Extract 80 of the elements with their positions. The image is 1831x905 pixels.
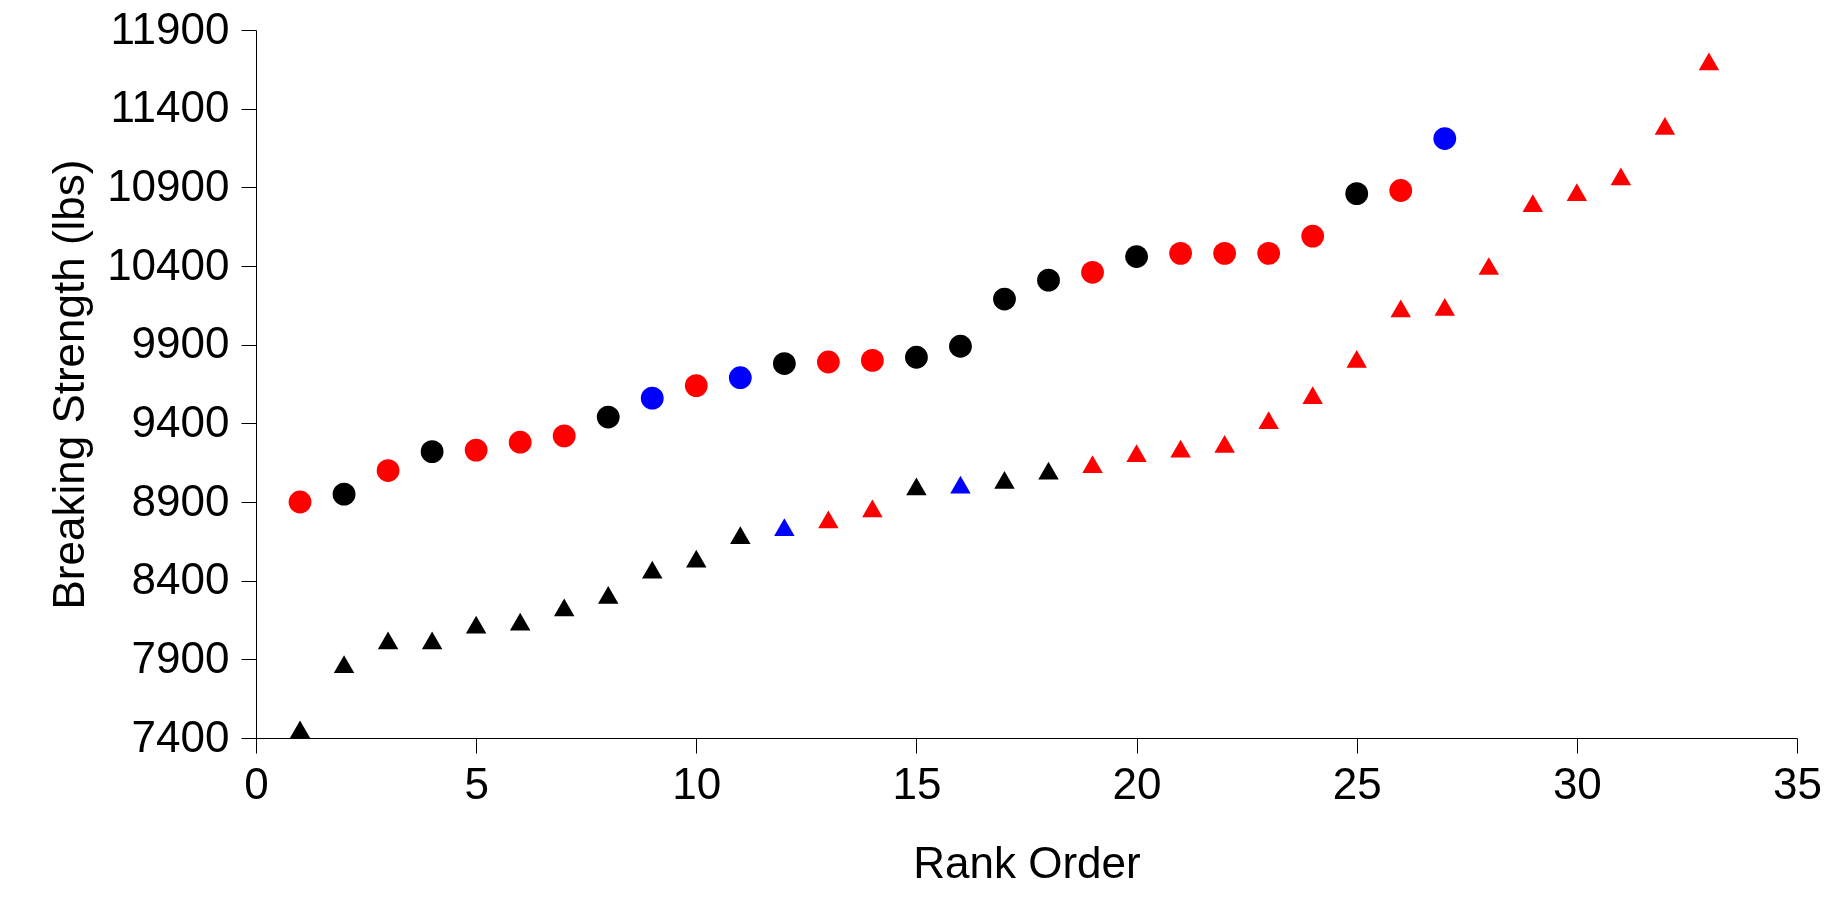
- point: [1081, 260, 1104, 284]
- y-tick-label: 11400: [110, 82, 230, 132]
- point: [861, 349, 884, 372]
- y-tick-label: 10900: [107, 160, 230, 210]
- point: [553, 598, 575, 617]
- point: [862, 499, 883, 518]
- point: [818, 510, 839, 529]
- x-tick-label: 5: [464, 758, 489, 808]
- point: [1170, 439, 1191, 458]
- point: [1390, 299, 1411, 318]
- point: [421, 631, 443, 650]
- point: [1433, 127, 1457, 150]
- point: [1037, 268, 1060, 292]
- point: [1346, 349, 1367, 368]
- x-tick-label: 0: [244, 758, 269, 808]
- point: [642, 560, 663, 579]
- point: [774, 518, 795, 537]
- point: [552, 424, 576, 448]
- y-tick-label: 11900: [110, 3, 230, 53]
- point: [730, 526, 751, 544]
- y-tick-label: 9400: [131, 396, 230, 446]
- point: [597, 585, 619, 604]
- point: [1654, 117, 1676, 135]
- point: [464, 438, 488, 462]
- y-tick-label: 7900: [131, 632, 230, 682]
- point: [1610, 167, 1632, 186]
- point: [333, 655, 355, 673]
- x-tick-label: 35: [1773, 758, 1822, 808]
- point: [684, 374, 708, 397]
- point: [1125, 245, 1148, 268]
- point: [1169, 242, 1192, 265]
- point: [596, 405, 620, 429]
- point: [994, 471, 1015, 489]
- point: [993, 287, 1016, 311]
- x-tick-label: 20: [1112, 758, 1162, 808]
- point: [508, 430, 532, 454]
- y-tick-label: 7400: [131, 711, 230, 761]
- point: [1389, 179, 1413, 202]
- point: [728, 366, 752, 390]
- point: [772, 352, 796, 375]
- x-tick-label: 30: [1552, 758, 1602, 808]
- point: [906, 477, 927, 496]
- x-tick-label: 25: [1332, 758, 1382, 808]
- point: [332, 482, 356, 506]
- point: [949, 334, 972, 358]
- point: [1478, 257, 1500, 275]
- point: [465, 615, 487, 634]
- point: [950, 475, 971, 494]
- point: [1566, 183, 1588, 201]
- point: [288, 490, 312, 514]
- point: [1434, 298, 1456, 316]
- point: [509, 612, 531, 631]
- point: [1345, 182, 1369, 206]
- point: [1698, 52, 1720, 71]
- y-tick-label: 9900: [131, 318, 230, 368]
- y-tick-label: 10400: [107, 239, 230, 289]
- point: [377, 631, 399, 650]
- point: [289, 720, 311, 739]
- point: [1301, 224, 1325, 248]
- point: [1302, 386, 1323, 404]
- x-tick-label: 15: [892, 758, 942, 808]
- x-tick-label: 10: [672, 758, 722, 808]
- point: [1258, 411, 1279, 430]
- point: [1126, 444, 1147, 463]
- point: [1522, 194, 1544, 212]
- y-tick-label: 8900: [131, 475, 230, 525]
- point: [1082, 455, 1103, 474]
- point: [686, 549, 707, 568]
- point: [640, 386, 664, 410]
- point: [420, 440, 444, 464]
- y-tick-label: 8400: [131, 554, 230, 604]
- point: [1038, 461, 1059, 480]
- point: [1214, 434, 1235, 453]
- point: [905, 345, 928, 369]
- point: [1257, 242, 1281, 265]
- point: [1213, 242, 1237, 265]
- y-axis-title: Breaking Strength (lbs): [44, 159, 94, 610]
- point: [816, 350, 840, 374]
- point: [376, 459, 400, 482]
- x-axis-title: Rank Order: [913, 837, 1141, 887]
